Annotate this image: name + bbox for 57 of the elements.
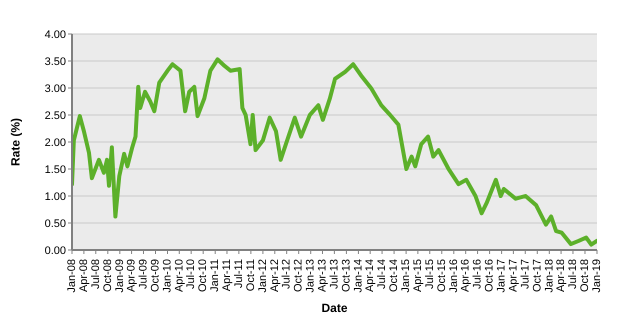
x-tick-label: Apr-10: [173, 259, 186, 292]
x-axis-title: Date: [321, 301, 348, 315]
x-tick-label: Jul-13: [328, 259, 340, 289]
y-tick-label: 3.50: [44, 56, 66, 68]
line-series: [72, 57, 597, 247]
y-tick-label: 2.00: [44, 136, 66, 149]
x-tick-label: Apr-08: [78, 259, 90, 292]
x-tick-label: Jan-08: [66, 259, 78, 293]
x-tick-label: Jul-16: [472, 259, 484, 289]
x-tick-label: Oct-14: [388, 259, 400, 292]
x-tick-label: Oct-10: [197, 259, 210, 292]
x-tick-label: Jan-19: [591, 259, 603, 293]
x-tick-label: Apr-13: [316, 259, 328, 292]
x-tick-label: Oct-17: [531, 259, 544, 292]
x-tick-label: Apr-18: [555, 259, 568, 292]
x-tick-label: Oct-15: [436, 259, 448, 292]
x-tick-label: Oct-11: [244, 259, 257, 292]
x-tick-label: Apr-17: [507, 259, 520, 292]
x-tick-label: Oct-08: [102, 259, 114, 292]
x-tick-label: Jul-10: [185, 259, 198, 289]
x-tick-label: Apr-15: [412, 259, 424, 292]
x-tick-label: Oct-09: [149, 259, 162, 292]
x-tick-label: Apr-11: [220, 259, 233, 292]
x-tick-label: Apr-09: [126, 259, 138, 292]
x-tick-label: Oct-18: [578, 259, 591, 292]
x-tick-label: Oct-13: [340, 259, 352, 292]
x-tick-label: Jul-12: [280, 259, 293, 289]
x-tick-label: Jan-17: [496, 259, 508, 293]
y-tick-label: 0.00: [44, 244, 66, 257]
x-tick-label: Jul-14: [376, 259, 388, 289]
x-tick-label: Jan-18: [543, 259, 556, 293]
y-tick-label: 2.50: [44, 110, 66, 122]
x-tick-label: Jul-15: [424, 259, 436, 289]
y-tick-label: 3.00: [44, 82, 66, 95]
x-tick-label: Jul-11: [232, 259, 245, 288]
y-tick-label: 4.00: [44, 28, 66, 41]
x-tick-label: Jul-17: [519, 259, 532, 289]
y-tick-label: 1.00: [44, 190, 66, 203]
x-tick-label: Jul-08: [90, 259, 102, 289]
x-tick-label: Apr-14: [364, 259, 376, 292]
x-tick-label: Jan-11: [209, 259, 222, 292]
x-tick-label: Jan-09: [114, 259, 126, 293]
x-tick-label: Jul-18: [566, 259, 579, 289]
x-tick-label: Apr-16: [460, 259, 472, 292]
x-tick-label: Jan-13: [304, 259, 317, 293]
x-tick-label: Jan-12: [256, 259, 269, 293]
x-tick-label: Jan-15: [400, 259, 412, 293]
x-tick-label: Jan-16: [448, 259, 460, 293]
x-tick-label: Jul-09: [137, 259, 150, 289]
x-tick-label: Oct-16: [484, 259, 496, 292]
x-tick-label: Jan-10: [162, 259, 174, 293]
x-tick-label: Jan-14: [352, 259, 364, 293]
y-axis-title: Rate (%): [8, 118, 22, 166]
x-tick-label: Apr-12: [268, 259, 281, 292]
x-tick-label: Oct-12: [292, 259, 305, 292]
y-tick-label: 1.50: [44, 164, 66, 176]
y-tick-label: 0.50: [44, 218, 66, 230]
